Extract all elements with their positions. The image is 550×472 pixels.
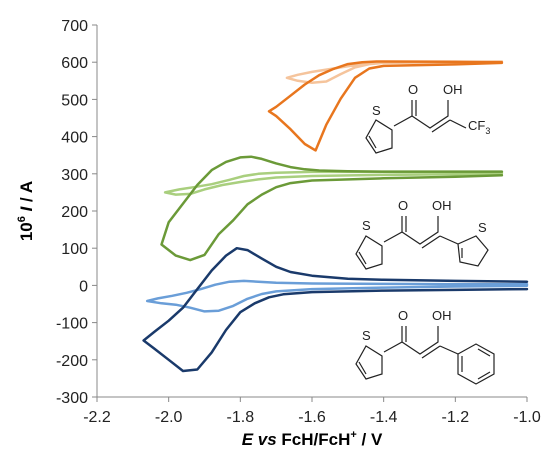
y-tick-label: -200 bbox=[56, 353, 88, 370]
molecule-phenyl: S O OH bbox=[355, 308, 495, 385]
y-tick-label: 100 bbox=[61, 241, 88, 258]
molecule-bis-s-left-label: S bbox=[362, 218, 371, 233]
x-tick-label: -1.2 bbox=[442, 409, 470, 426]
cv-trace-4 bbox=[160, 155, 504, 262]
y-ticks: 700 600 500 400 300 200 100 0 -100 -200 -300 bbox=[56, 18, 97, 407]
y-tick-label: 500 bbox=[61, 92, 88, 109]
svg-text:106 I / A: 106 I / A bbox=[16, 181, 36, 241]
x-tick-label: -1.4 bbox=[370, 409, 398, 426]
y-tick-label: 400 bbox=[61, 130, 88, 147]
y-axis-title-symbol: I bbox=[17, 205, 36, 216]
molecule-bis-thienyl: S O OH S bbox=[355, 198, 489, 270]
x-tick-label: -2.2 bbox=[83, 409, 111, 426]
molecule-cf3: S O OH CF3 bbox=[365, 82, 490, 154]
molecule-cf3-sub-label: 3 bbox=[485, 126, 490, 136]
x-tick-label: -1.6 bbox=[298, 409, 326, 426]
cv-trace-1 bbox=[285, 60, 504, 84]
molecule-bis-s-right-label: S bbox=[478, 220, 487, 235]
y-axis-title-pre: 10 bbox=[17, 222, 36, 241]
y-axis-title: 106 I / A bbox=[16, 181, 36, 241]
y-tick-label: 200 bbox=[61, 204, 88, 221]
y-tick-label: 0 bbox=[79, 278, 88, 295]
x-axis-title: E vs FcH/FcH+ / V bbox=[242, 429, 383, 449]
cv-trace-3 bbox=[163, 170, 504, 196]
molecule-bis-o-label: O bbox=[398, 198, 408, 213]
y-axis-title-unit: / A bbox=[17, 181, 36, 207]
molecule-cf3-oh-label: OH bbox=[443, 82, 463, 97]
y-tick-label: 700 bbox=[61, 18, 88, 35]
molecule-cf3-cf-label: CF bbox=[468, 118, 485, 133]
molecule-phenyl-s-label: S bbox=[362, 328, 371, 343]
molecule-cf3-o-label: O bbox=[408, 82, 418, 97]
y-tick-label: -300 bbox=[56, 390, 88, 407]
y-tick-label: 600 bbox=[61, 55, 88, 72]
x-axis-title-symbol: E bbox=[242, 430, 254, 449]
x-tick-label: -1.8 bbox=[227, 409, 255, 426]
x-axis-title-ref: FcH/FcH bbox=[281, 430, 350, 449]
cv-trace-5 bbox=[145, 279, 529, 313]
x-ticks: -2.2 -2.0 -1.8 -1.6 -1.4 -1.2 -1.0 bbox=[83, 397, 541, 426]
y-tick-label: -100 bbox=[56, 316, 88, 333]
cv-trace-2 bbox=[267, 60, 504, 152]
x-tick-label: -1.0 bbox=[513, 409, 541, 426]
x-axis-title-vs: vs bbox=[253, 430, 281, 449]
molecule-cf3-s-label: S bbox=[372, 103, 381, 118]
y-tick-label: 300 bbox=[61, 167, 88, 184]
x-tick-label: -2.0 bbox=[155, 409, 183, 426]
series-group bbox=[142, 60, 529, 373]
y-axis-title-sup: 6 bbox=[16, 216, 28, 222]
x-axis-title-unit: / V bbox=[357, 430, 383, 449]
molecule-phenyl-o-label: O bbox=[398, 308, 408, 323]
cv-trace-6 bbox=[142, 246, 529, 373]
x-axis-title-sup: + bbox=[350, 429, 356, 441]
molecule-bis-oh-label: OH bbox=[432, 198, 452, 213]
svg-text:CF3: CF3 bbox=[468, 118, 490, 136]
molecule-phenyl-oh-label: OH bbox=[432, 308, 452, 323]
